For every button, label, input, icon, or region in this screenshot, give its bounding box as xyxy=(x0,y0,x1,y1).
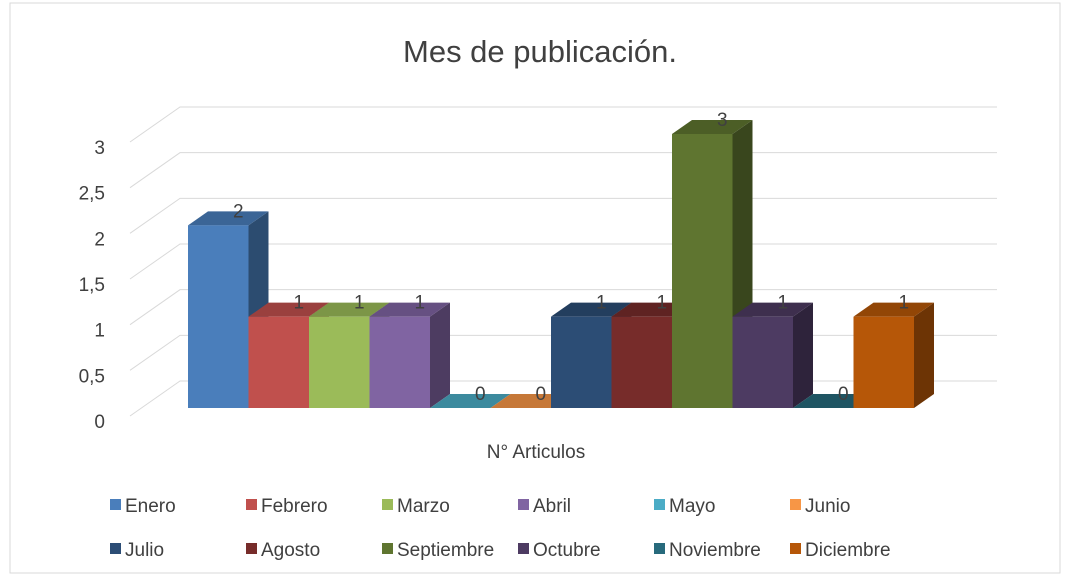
bar-top xyxy=(611,302,692,317)
y-tick-label: 3 xyxy=(94,138,105,159)
legend-label: Julio xyxy=(125,540,164,561)
y-tick-label: 0 xyxy=(94,412,105,433)
bar-top xyxy=(369,302,450,317)
data-label: 3 xyxy=(717,110,728,131)
bar-top xyxy=(248,302,329,317)
bar xyxy=(309,316,370,408)
x-tick-label: N° Articulos xyxy=(487,442,585,463)
bar-top xyxy=(188,211,269,226)
data-label: 1 xyxy=(354,293,365,314)
legend-swatch xyxy=(110,499,121,510)
legend-swatch xyxy=(246,499,257,510)
bar xyxy=(188,225,249,408)
chart-border xyxy=(9,2,1061,574)
bar-top xyxy=(672,120,753,134)
bar-top xyxy=(551,302,632,317)
bar-top xyxy=(430,394,511,408)
legend-swatch xyxy=(382,543,393,554)
data-label: 1 xyxy=(898,293,909,314)
data-label: 0 xyxy=(838,384,849,405)
data-label: 0 xyxy=(535,384,546,405)
chart-title: Mes de publicación. xyxy=(403,34,677,69)
y-tick-label: 1 xyxy=(94,321,105,342)
y-tick-label: 2,5 xyxy=(79,184,105,205)
data-label: 1 xyxy=(656,293,667,314)
legend-swatch xyxy=(790,499,801,510)
y-tick-label: 1,5 xyxy=(79,275,105,296)
legend-swatch xyxy=(382,499,393,510)
bar xyxy=(369,316,430,408)
legend-swatch xyxy=(110,543,121,554)
y-tick-label: 2 xyxy=(94,229,105,250)
grid-line xyxy=(129,106,997,143)
data-label: 1 xyxy=(414,293,425,314)
data-label: 1 xyxy=(293,293,304,314)
y-tick-label: 0,5 xyxy=(79,366,105,387)
bar xyxy=(732,316,793,408)
legend-label: Mayo xyxy=(669,496,715,517)
legend-label: Febrero xyxy=(261,496,328,517)
data-label: 0 xyxy=(475,384,486,405)
bar-top xyxy=(732,302,813,317)
legend-swatch xyxy=(518,543,529,554)
legend-swatch xyxy=(654,543,665,554)
bar xyxy=(611,316,672,408)
legend-label: Septiembre xyxy=(397,540,494,561)
legend-swatch xyxy=(790,543,801,554)
legend-label: Marzo xyxy=(397,496,450,517)
bar-side xyxy=(430,302,450,408)
legend-label: Junio xyxy=(805,496,850,517)
bar-top xyxy=(853,302,934,317)
bar xyxy=(248,316,309,408)
data-label: 1 xyxy=(777,293,788,314)
bar-top xyxy=(793,394,874,408)
legend-swatch xyxy=(654,499,665,510)
legend-label: Enero xyxy=(125,496,176,517)
bar xyxy=(853,316,914,408)
bar xyxy=(672,134,733,408)
legend-swatch xyxy=(518,499,529,510)
legend-label: Noviembre xyxy=(669,540,761,561)
legend-label: Diciembre xyxy=(805,540,891,561)
bar-side xyxy=(914,302,934,408)
bar-top xyxy=(309,302,390,317)
legend-label: Octubre xyxy=(533,540,601,561)
data-label: 2 xyxy=(233,201,244,222)
data-label: 1 xyxy=(596,293,607,314)
legend-swatch xyxy=(246,543,257,554)
bar-top xyxy=(490,394,571,408)
bar-side xyxy=(793,302,813,408)
legend-label: Agosto xyxy=(261,540,320,561)
legend-label: Abril xyxy=(533,496,571,517)
bar xyxy=(551,316,612,408)
